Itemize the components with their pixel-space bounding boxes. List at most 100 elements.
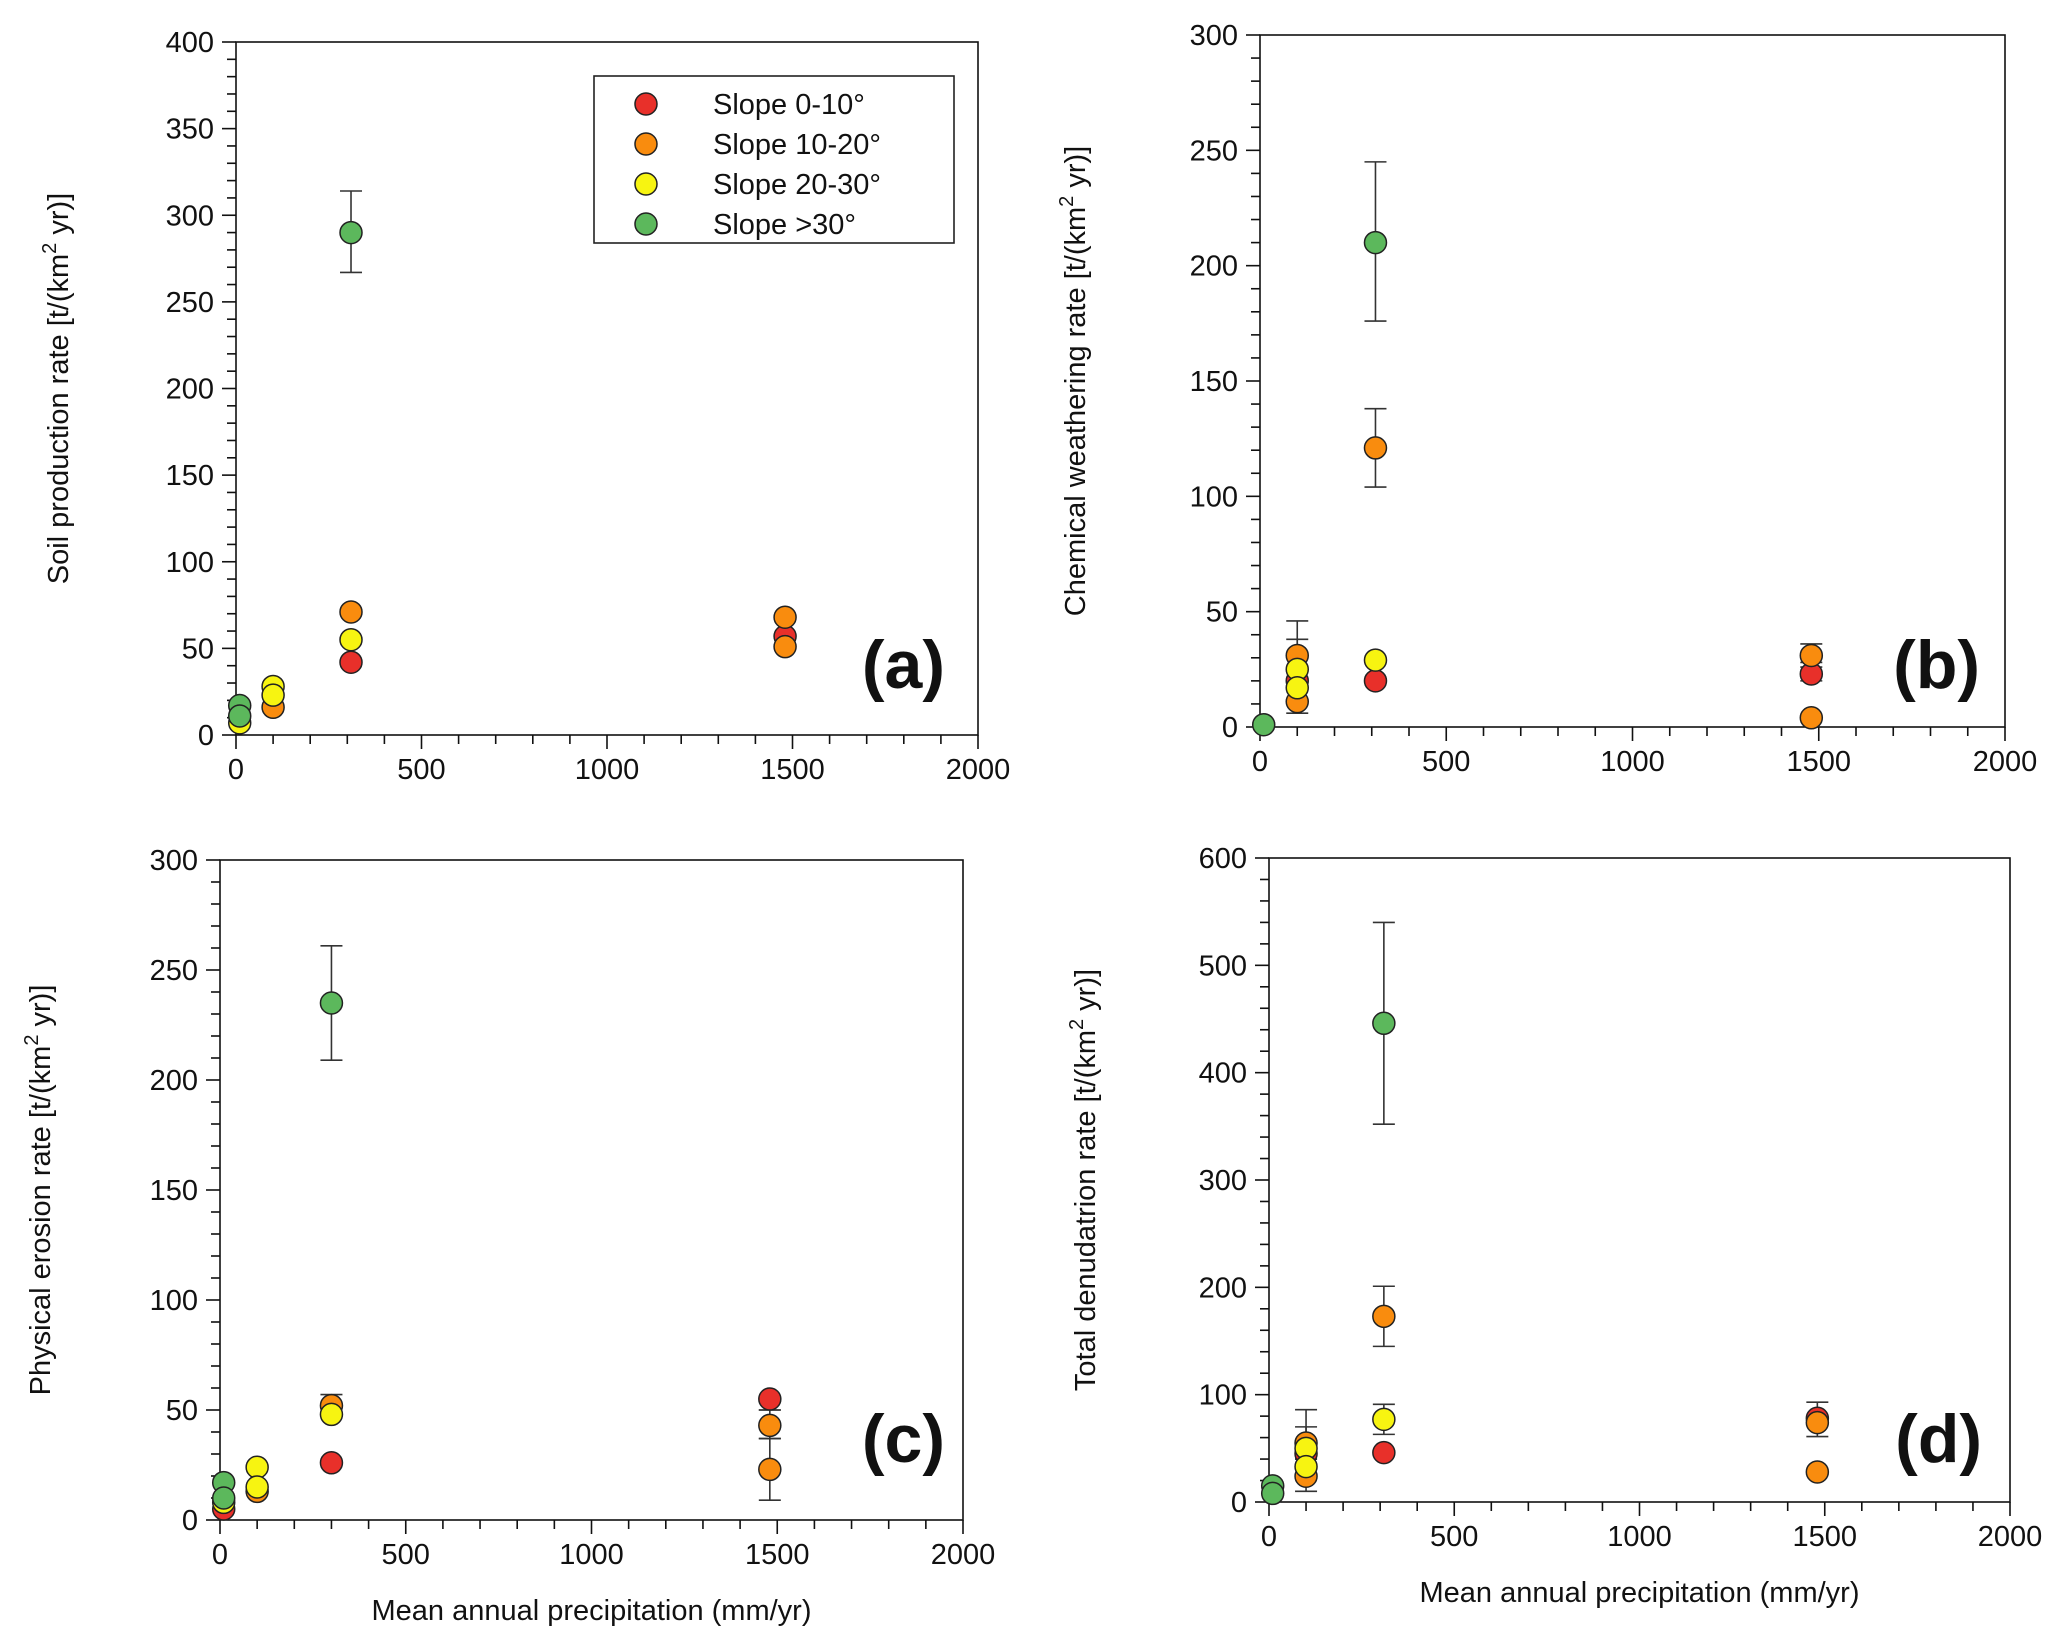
y-tick-label: 200: [150, 1065, 198, 1097]
data-point-s1: [1372, 1304, 1396, 1329]
data-point-s3: [1363, 230, 1388, 255]
legend-label: Slope >30°: [713, 209, 856, 241]
data-point-s1: [1805, 1410, 1830, 1435]
data-point-s3: [1260, 1481, 1285, 1506]
x-tick-label: 2000: [1973, 746, 2038, 778]
y-tick-label: 600: [1199, 843, 1247, 875]
data-point-s0: [1372, 1440, 1396, 1465]
plot-frame: [1259, 34, 2006, 728]
y-tick-label: 150: [150, 1175, 198, 1207]
x-tick-label: 0: [1261, 1521, 1277, 1553]
y-tick-label: 0: [1222, 712, 1238, 744]
y-tick-label: 250: [150, 955, 198, 987]
data-point-s1: [339, 600, 363, 624]
data-point-s3: [211, 1486, 236, 1510]
data-point-s1: [1363, 436, 1388, 460]
x-tick-label: 2000: [946, 754, 1011, 786]
legend: Slope 0-10° Slope 10-20° Slope 20-30° Slope…: [593, 75, 955, 244]
data-point-s0: [319, 1451, 344, 1475]
data-point-s3: [1372, 1011, 1396, 1036]
data-point-s1: [1799, 706, 1824, 730]
data-point-s2: [1285, 676, 1309, 700]
y-tick-label: 250: [1190, 135, 1238, 167]
y-tick-label: 0: [1231, 1487, 1247, 1519]
x-tick-label: 2000: [931, 1539, 996, 1571]
data-point-s2: [1363, 648, 1388, 672]
data-point-s0: [1363, 669, 1388, 693]
panel-a: 0 500 1000 1500 2000 0 50 100 150 200 250 300 350 400…: [39, 27, 1010, 786]
data-point-s1: [1805, 1460, 1830, 1484]
legend-marker-s0: [634, 92, 658, 116]
panel-d: 0 500 1000 1500 2000 0 100 200 300 400 500 600 Total…: [1066, 843, 2042, 1609]
data-point-s1: [758, 1457, 782, 1482]
data-point-s2: [261, 683, 285, 707]
y-tick-label: 0: [198, 720, 214, 752]
y-tick-label: 100: [150, 1285, 198, 1317]
panel-label: (a): [862, 627, 945, 703]
y-tick-label: 300: [1190, 20, 1238, 52]
data-point-s1: [773, 634, 797, 659]
y-tick-label: 350: [166, 114, 214, 146]
y-tick-label: 0: [182, 1505, 198, 1537]
x-tick-label: 1000: [1600, 746, 1665, 778]
x-tick-label: 0: [212, 1539, 228, 1571]
x-tick-label: 500: [382, 1539, 430, 1571]
y-tick-label: 300: [1199, 1165, 1247, 1197]
legend-label: Slope 10-20°: [713, 129, 881, 161]
legend-marker-s1: [634, 132, 658, 156]
data-point-s0: [758, 1387, 782, 1411]
data-point-s1: [773, 605, 797, 629]
y-axis-title: Soil production rate [t/(km2 yr)]: [39, 193, 75, 584]
data-point-s3: [339, 220, 363, 245]
y-tick-label: 250: [166, 287, 214, 319]
data-point-s3: [319, 991, 344, 1015]
data-point-s2: [245, 1455, 269, 1479]
data-point-s1: [758, 1413, 782, 1438]
data-point-s3: [1251, 712, 1276, 737]
y-axis-title: Physical erosion rate [t/(km2 yr)]: [21, 985, 57, 1396]
y-tick-label: 400: [166, 27, 214, 59]
panel-b: 0 500 1000 1500 2000 0 50 100 150 200 250 300 Chemic…: [1056, 20, 2037, 778]
x-tick-label: 0: [1252, 746, 1268, 778]
x-tick-label: 0: [228, 754, 244, 786]
data-point-s0: [339, 650, 363, 674]
y-tick-label: 200: [1190, 251, 1238, 283]
y-tick-label: 500: [1199, 950, 1247, 982]
data-point-s1: [1799, 643, 1824, 668]
panel-c: 0 500 1000 1500 2000 0 50 100 150 200 250 300 Physic…: [21, 845, 995, 1627]
legend-label: Slope 0-10°: [713, 89, 865, 121]
y-tick-label: 400: [1199, 1058, 1247, 1090]
y-tick-label: 100: [1190, 481, 1238, 513]
x-tick-label: 2000: [1978, 1521, 2043, 1553]
y-tick-label: 50: [182, 633, 214, 665]
y-tick-label: 300: [150, 845, 198, 877]
y-tick-label: 100: [166, 547, 214, 579]
y-tick-label: 150: [166, 460, 214, 492]
data-point-s2: [319, 1402, 344, 1427]
x-tick-label: 1000: [1607, 1521, 1672, 1553]
x-axis-title: Mean annual precipitation (mm/yr): [1419, 1577, 1859, 1609]
data-point-s3: [227, 704, 252, 728]
y-axis-title: Total denudatrion rate [t/(km2 yr)]: [1066, 969, 1102, 1391]
x-tick-label: 500: [1422, 746, 1470, 778]
legend-marker-s3: [634, 212, 658, 236]
y-tick-label: 300: [166, 200, 214, 232]
y-tick-label: 50: [166, 1395, 198, 1427]
panel-label: (d): [1895, 1401, 1982, 1477]
x-tick-label: 1000: [559, 1539, 624, 1571]
x-tick-label: 1500: [760, 754, 825, 786]
x-tick-label: 1500: [1792, 1521, 1857, 1553]
y-tick-label: 200: [1199, 1272, 1247, 1304]
data-point-s2: [1372, 1407, 1396, 1432]
x-tick-label: 500: [1430, 1521, 1478, 1553]
data-point-s2: [1294, 1454, 1318, 1479]
y-tick-label: 50: [1206, 597, 1238, 629]
data-point-s2: [339, 627, 363, 652]
x-tick-label: 1500: [1786, 746, 1851, 778]
y-tick-label: 100: [1199, 1380, 1247, 1412]
x-axis-title: Mean annual precipitation (mm/yr): [371, 1595, 811, 1627]
y-tick-label: 150: [1190, 366, 1238, 398]
y-axis-title: Chemical weathering rate [t/(km2 yr)]: [1056, 146, 1092, 616]
data-point-s2: [245, 1475, 269, 1499]
